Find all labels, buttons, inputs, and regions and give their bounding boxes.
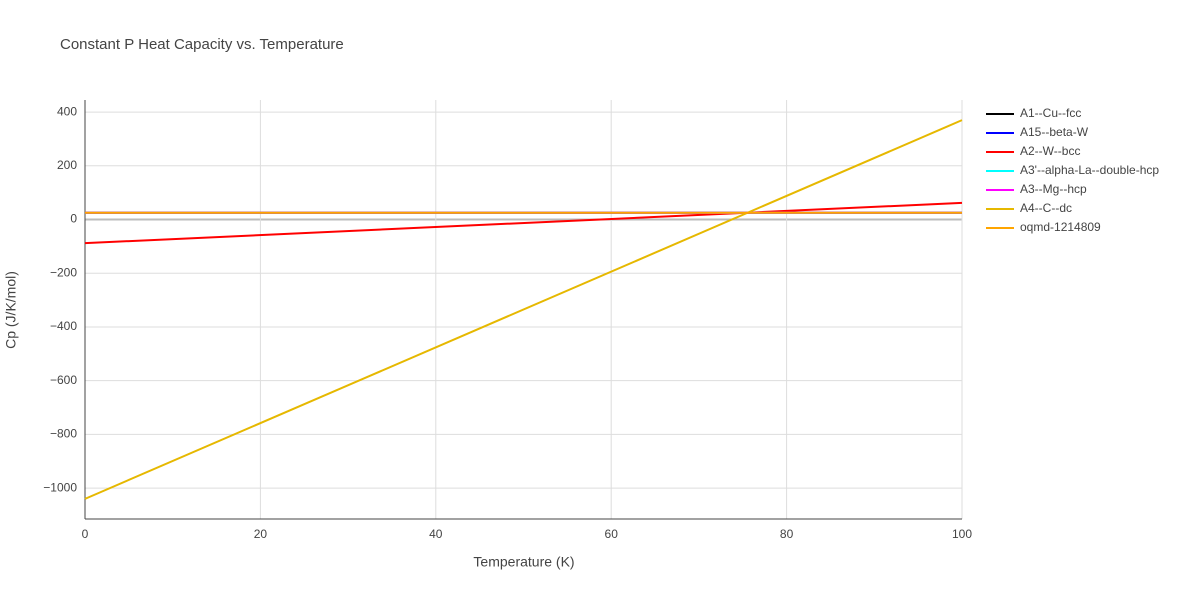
y-axis-title: Cp (J/K/mol) bbox=[3, 271, 19, 349]
x-tick-label: 40 bbox=[429, 527, 443, 541]
y-tick-label: 0 bbox=[70, 212, 77, 226]
legend-label: A3'--alpha-La--double-hcp bbox=[1020, 163, 1159, 177]
y-tick-label: 400 bbox=[57, 104, 77, 118]
x-tick-label: 60 bbox=[605, 527, 619, 541]
x-tick-label: 0 bbox=[82, 527, 89, 541]
y-tick-label: 200 bbox=[57, 158, 77, 172]
legend-label: A15--beta-W bbox=[1020, 125, 1089, 139]
x-tick-label: 80 bbox=[780, 527, 794, 541]
y-tick-label: −200 bbox=[50, 265, 77, 279]
y-tick-label: −400 bbox=[50, 319, 77, 333]
legend-label: A4--C--dc bbox=[1020, 201, 1072, 215]
x-tick-label: 100 bbox=[952, 527, 972, 541]
legend-label: A1--Cu--fcc bbox=[1020, 106, 1081, 120]
series-line bbox=[84, 201, 963, 245]
series-line bbox=[84, 119, 963, 500]
x-axis-title: Temperature (K) bbox=[473, 554, 574, 570]
legend-label: oqmd-1214809 bbox=[1020, 220, 1101, 234]
chart-title: Constant P Heat Capacity vs. Temperature bbox=[60, 36, 344, 53]
legend-label: A2--W--bcc bbox=[1020, 144, 1080, 158]
y-tick-label: −800 bbox=[50, 427, 77, 441]
x-tick-label: 20 bbox=[254, 527, 268, 541]
y-tick-label: −600 bbox=[50, 373, 77, 387]
legend-label: A3--Mg--hcp bbox=[1020, 182, 1087, 196]
y-tick-label: −1000 bbox=[43, 480, 77, 494]
